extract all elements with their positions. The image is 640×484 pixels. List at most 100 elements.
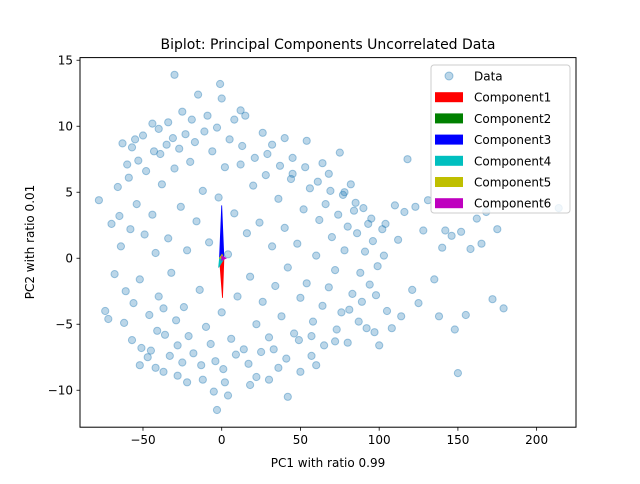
data-point xyxy=(104,314,113,324)
data-point xyxy=(206,339,215,349)
data-point xyxy=(118,139,127,148)
data-point xyxy=(461,310,470,320)
data-point xyxy=(340,246,349,255)
data-point xyxy=(220,378,229,387)
data-point xyxy=(305,184,314,193)
legend-entries: Data Component1 Component2 Component3 Compon… xyxy=(435,70,551,211)
data-point xyxy=(345,305,354,314)
legend-swatch-component3 xyxy=(435,134,463,145)
data-point xyxy=(94,196,104,205)
data-point xyxy=(160,330,170,339)
data-point xyxy=(173,341,182,350)
legend-label-component5: Component5 xyxy=(474,176,551,190)
data-point xyxy=(331,266,340,275)
x-tick-label: 0 xyxy=(218,433,226,447)
x-axis-ticks: −50 0 50 100 150 200 xyxy=(130,427,548,447)
data-point xyxy=(331,337,340,346)
y-tick-label: 0 xyxy=(65,252,73,266)
data-point xyxy=(216,79,225,89)
data-point xyxy=(138,131,148,140)
data-point xyxy=(293,239,302,248)
data-point xyxy=(441,226,450,235)
data-point xyxy=(367,214,376,223)
data-point xyxy=(472,214,481,223)
data-point xyxy=(250,153,259,162)
data-point xyxy=(354,317,363,326)
data-point xyxy=(308,317,318,326)
data-point xyxy=(145,310,154,320)
data-point xyxy=(233,292,242,301)
data-point xyxy=(154,292,163,301)
data-point xyxy=(223,391,233,400)
data-point xyxy=(157,180,166,189)
data-point xyxy=(294,336,303,345)
data-point xyxy=(140,230,149,239)
data-point xyxy=(264,333,274,342)
data-point xyxy=(127,143,137,152)
data-point xyxy=(379,251,388,260)
y-tick-label: −5 xyxy=(55,318,73,332)
data-point xyxy=(156,149,165,159)
y-tick-label: 10 xyxy=(58,120,73,134)
data-point xyxy=(236,160,245,169)
data-point xyxy=(238,141,247,151)
data-point xyxy=(132,200,141,209)
data-point xyxy=(343,222,352,231)
data-point xyxy=(493,225,502,234)
data-point xyxy=(381,219,390,228)
data-point xyxy=(225,135,234,144)
data-point xyxy=(296,293,305,302)
data-point xyxy=(184,332,193,341)
data-point xyxy=(343,338,352,347)
data-point xyxy=(334,210,343,219)
data-point xyxy=(167,268,176,277)
y-axis-ticks: −10 −5 0 5 10 15 xyxy=(48,54,80,398)
data-point xyxy=(195,285,204,294)
data-point xyxy=(359,204,368,213)
data-point xyxy=(230,115,239,124)
data-point xyxy=(378,225,387,234)
data-point xyxy=(408,285,417,294)
data-point xyxy=(499,304,508,313)
data-point xyxy=(151,248,160,258)
data-point xyxy=(203,111,212,120)
data-point xyxy=(324,169,333,178)
data-point xyxy=(153,326,162,335)
data-point xyxy=(326,186,335,195)
data-point xyxy=(397,312,406,321)
data-point xyxy=(131,135,140,144)
x-tick-label: 100 xyxy=(368,433,391,447)
data-point xyxy=(335,148,344,157)
data-point xyxy=(172,316,181,325)
data-point xyxy=(189,349,198,358)
data-point xyxy=(290,329,299,338)
data-point xyxy=(362,324,371,333)
legend-swatch-component6 xyxy=(435,198,463,209)
data-point xyxy=(356,268,365,277)
data-point xyxy=(318,301,327,310)
data-point xyxy=(368,237,377,246)
data-point xyxy=(212,123,222,132)
data-point xyxy=(351,198,360,207)
data-point xyxy=(116,242,126,251)
y-tick-label: 5 xyxy=(65,186,73,200)
data-point xyxy=(261,171,270,180)
data-point xyxy=(211,357,220,366)
data-point xyxy=(252,320,261,329)
data-point xyxy=(149,147,159,156)
data-point xyxy=(271,281,280,291)
data-point xyxy=(142,167,151,176)
data-point xyxy=(170,70,179,79)
data-point xyxy=(110,270,119,279)
data-point xyxy=(121,287,130,296)
data-point xyxy=(170,164,179,173)
data-point xyxy=(307,332,316,341)
data-point xyxy=(143,353,152,362)
vector-component6 xyxy=(221,255,227,262)
data-point xyxy=(277,312,286,321)
data-point xyxy=(197,361,206,370)
data-point xyxy=(179,303,188,312)
data-point xyxy=(223,250,233,259)
data-point xyxy=(360,247,370,256)
data-point xyxy=(394,235,403,244)
